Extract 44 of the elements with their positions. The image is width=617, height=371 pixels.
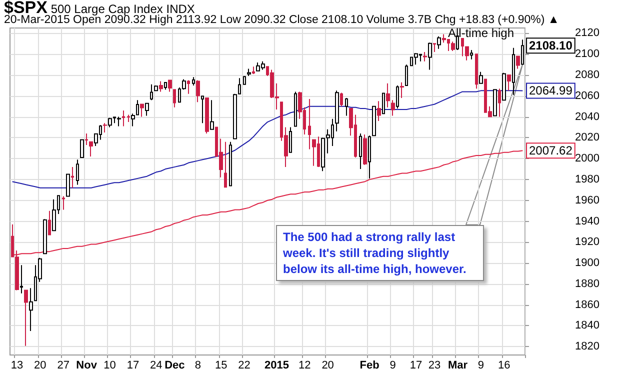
x-tick-label: 2015 xyxy=(264,360,290,371)
chart-subtitle: 500 Large Cap Index INDX xyxy=(50,2,195,16)
x-tick-label: 16 xyxy=(498,360,510,371)
data-label: 2064.99 xyxy=(529,84,573,98)
x-tick-label: Feb xyxy=(360,360,380,371)
text: 20-Mar-2015 Open 2090.32 High 2113.92 Low 2090.32 Close 2108.10 Volume 3.7B Chg +18.83 (+0.90%) ▲ xyxy=(4,14,560,26)
x-tick-label: 20 xyxy=(322,360,334,371)
y-tick-label: 2020 xyxy=(575,132,600,144)
x-tick-label: 23 xyxy=(428,360,441,371)
y-tick-label: 1880 xyxy=(575,278,600,290)
x-tick-label: 9 xyxy=(390,360,396,371)
y-tick-label: 1820 xyxy=(575,340,600,353)
x-tick-label: 22 xyxy=(238,360,250,371)
x-tick-label: 15 xyxy=(214,360,228,371)
annotation: All-time high xyxy=(448,26,514,40)
y-tick-label: 1860 xyxy=(575,298,600,311)
y-tick-label: 2040 xyxy=(575,110,600,123)
y-tick-label: 2120 xyxy=(575,27,600,40)
x-tick-label: 17 xyxy=(126,360,140,371)
x-tick-label: 10 xyxy=(104,360,116,371)
y-tick-label: 2100 xyxy=(575,48,600,60)
data-label: 2007.62 xyxy=(529,144,573,158)
y-tick-label: 2080 xyxy=(575,69,600,82)
y-tick-label: 1960 xyxy=(575,194,600,206)
x-tick-label: Dec xyxy=(164,360,185,371)
y-tick-label: 1920 xyxy=(575,236,600,248)
x-tick-label: 9 xyxy=(478,360,484,371)
x-tick-label: 8 xyxy=(194,360,201,371)
y-tick-label: 2000 xyxy=(575,152,600,165)
y-tick-label: 1940 xyxy=(575,215,600,228)
x-tick-label: Nov xyxy=(76,360,98,371)
annotation: The 500 had a strong rally last week. It's still trading slightly below its all-time high, however. xyxy=(276,225,484,281)
x-tick-label: 20 xyxy=(34,360,46,371)
x-tick-label: 17 xyxy=(410,360,422,371)
y-tick-label: 2060 xyxy=(575,90,600,102)
y-tick-label: 1900 xyxy=(575,257,600,270)
x-tick-label: 13 xyxy=(10,360,24,371)
y-tick-label: 1840 xyxy=(575,320,600,332)
x-tick-label: Mar xyxy=(448,360,468,371)
x-tick-label: 27 xyxy=(57,360,70,371)
y-tick-label: 1980 xyxy=(575,173,600,186)
x-tick-label: 24 xyxy=(150,360,162,371)
text: 2108.10 xyxy=(529,38,572,53)
x-tick-label: 12 xyxy=(298,360,311,371)
